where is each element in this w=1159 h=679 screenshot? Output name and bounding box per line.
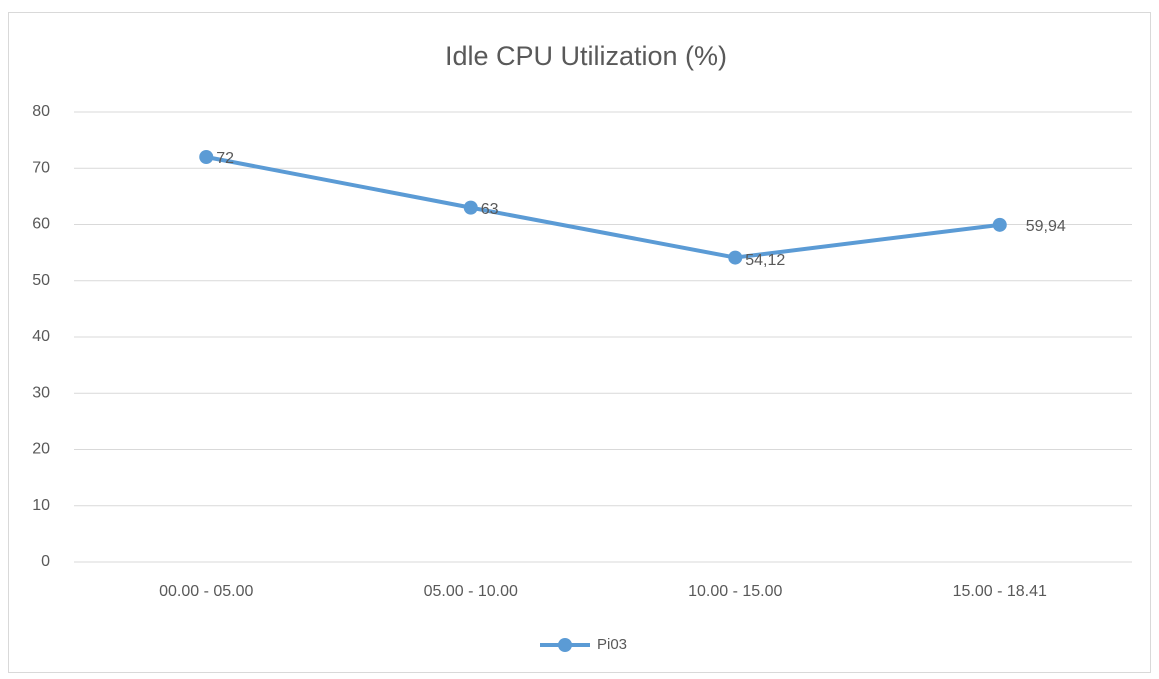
y-tick-label: 50 — [32, 272, 50, 289]
x-tick-label: 05.00 - 10.00 — [424, 583, 518, 600]
y-tick-label: 10 — [32, 497, 50, 514]
y-tick-label: 60 — [32, 216, 50, 233]
x-tick-label: 00.00 - 05.00 — [159, 583, 253, 600]
data-label: 63 — [481, 201, 499, 218]
data-point — [199, 150, 214, 164]
y-tick-label: 40 — [32, 328, 50, 345]
data-label: 54,12 — [745, 252, 785, 269]
legend-label: Pi03 — [597, 636, 627, 653]
data-label: 59,94 — [1026, 218, 1066, 235]
series-line — [205, 155, 1000, 260]
legend-marker — [558, 638, 572, 652]
data-point — [992, 217, 1007, 232]
x-tick-label: 10.00 - 15.00 — [688, 583, 782, 600]
y-tick-label: 20 — [32, 441, 50, 458]
x-tick-label: 15.00 - 18.41 — [953, 583, 1047, 600]
y-tick-label: 70 — [32, 159, 50, 176]
y-tick-label: 30 — [32, 384, 50, 401]
y-tick-label: 0 — [41, 553, 50, 570]
y-tick-label: 80 — [32, 103, 50, 120]
data-point — [463, 200, 478, 215]
chart-title: Idle CPU Utilization (%) — [445, 41, 727, 71]
data-point — [728, 250, 743, 265]
data-label: 72 — [216, 150, 234, 167]
